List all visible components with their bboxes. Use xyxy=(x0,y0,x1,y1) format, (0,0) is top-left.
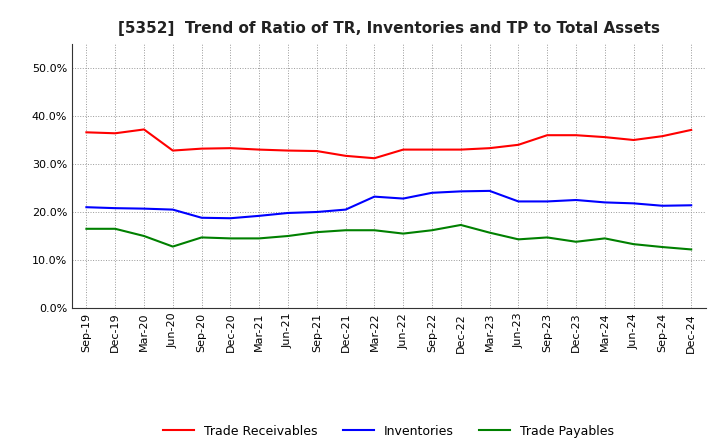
Inventories xyxy=(629,201,638,206)
Inventories xyxy=(82,205,91,210)
Trade Payables xyxy=(111,226,120,231)
Trade Payables xyxy=(514,237,523,242)
Trade Receivables xyxy=(82,130,91,135)
Inventories xyxy=(197,215,206,220)
Line: Trade Payables: Trade Payables xyxy=(86,225,691,249)
Trade Receivables xyxy=(572,132,580,138)
Trade Receivables xyxy=(255,147,264,152)
Trade Receivables xyxy=(428,147,436,152)
Trade Payables xyxy=(658,244,667,249)
Inventories xyxy=(111,205,120,211)
Inventories xyxy=(312,209,321,215)
Inventories xyxy=(284,210,292,216)
Inventories xyxy=(658,203,667,209)
Line: Trade Receivables: Trade Receivables xyxy=(86,129,691,158)
Inventories xyxy=(485,188,494,194)
Trade Payables xyxy=(687,247,696,252)
Trade Receivables xyxy=(456,147,465,152)
Trade Payables xyxy=(428,227,436,233)
Trade Receivables xyxy=(226,146,235,151)
Inventories xyxy=(687,203,696,208)
Inventories xyxy=(370,194,379,199)
Trade Receivables xyxy=(111,131,120,136)
Trade Payables xyxy=(226,236,235,241)
Title: [5352]  Trend of Ratio of TR, Inventories and TP to Total Assets: [5352] Trend of Ratio of TR, Inventories… xyxy=(118,21,660,36)
Trade Receivables xyxy=(514,142,523,147)
Inventories xyxy=(140,206,148,211)
Trade Receivables xyxy=(399,147,408,152)
Trade Receivables xyxy=(370,156,379,161)
Trade Receivables xyxy=(284,148,292,153)
Trade Payables xyxy=(399,231,408,236)
Trade Payables xyxy=(82,226,91,231)
Inventories xyxy=(399,196,408,201)
Trade Payables xyxy=(629,242,638,247)
Trade Payables xyxy=(456,222,465,227)
Inventories xyxy=(456,189,465,194)
Inventories xyxy=(341,207,350,212)
Trade Receivables xyxy=(629,137,638,143)
Inventories xyxy=(543,199,552,204)
Trade Payables xyxy=(284,233,292,238)
Inventories xyxy=(255,213,264,219)
Trade Receivables xyxy=(658,133,667,139)
Trade Receivables xyxy=(312,148,321,154)
Inventories xyxy=(168,207,177,212)
Trade Payables xyxy=(543,235,552,240)
Trade Payables xyxy=(255,236,264,241)
Legend: Trade Receivables, Inventories, Trade Payables: Trade Receivables, Inventories, Trade Pa… xyxy=(163,425,614,438)
Inventories xyxy=(428,190,436,195)
Trade Payables xyxy=(197,235,206,240)
Trade Payables xyxy=(312,230,321,235)
Line: Inventories: Inventories xyxy=(86,191,691,218)
Trade Payables xyxy=(370,227,379,233)
Trade Payables xyxy=(168,244,177,249)
Trade Receivables xyxy=(197,146,206,151)
Trade Payables xyxy=(600,236,609,241)
Trade Receivables xyxy=(600,135,609,140)
Inventories xyxy=(514,199,523,204)
Trade Payables xyxy=(341,227,350,233)
Trade Payables xyxy=(485,230,494,235)
Trade Receivables xyxy=(543,132,552,138)
Inventories xyxy=(572,198,580,203)
Trade Receivables xyxy=(687,127,696,132)
Trade Receivables xyxy=(140,127,148,132)
Trade Payables xyxy=(572,239,580,244)
Trade Receivables xyxy=(341,153,350,158)
Trade Receivables xyxy=(168,148,177,153)
Inventories xyxy=(600,200,609,205)
Inventories xyxy=(226,216,235,221)
Trade Payables xyxy=(140,233,148,238)
Trade Receivables xyxy=(485,146,494,151)
